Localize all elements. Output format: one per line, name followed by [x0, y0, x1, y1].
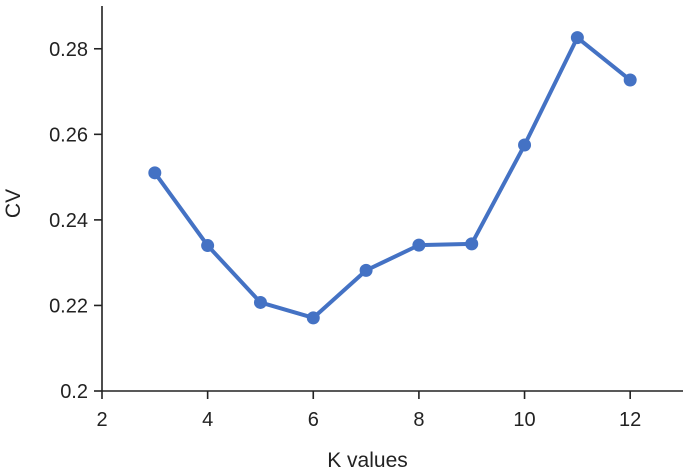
- y-ticks: 0.2 0.22 0.24 0.26 0.28: [49, 39, 102, 403]
- x-tick-label: 2: [96, 409, 107, 431]
- y-axis-label: CV: [2, 189, 25, 218]
- data-point: [518, 138, 532, 152]
- data-point: [201, 239, 215, 253]
- y-tick-label: 0.22: [49, 295, 88, 317]
- data-point: [253, 295, 267, 309]
- series-line: [152, 35, 633, 320]
- data-point: [359, 263, 373, 277]
- data-point: [465, 237, 479, 251]
- x-ticks: 2 4 6 8 10 12: [96, 391, 641, 431]
- y-tick-label: 0.26: [49, 124, 88, 146]
- x-tick-label: 8: [413, 409, 424, 431]
- series-layer: [148, 31, 637, 325]
- x-axis-label: K values: [327, 449, 408, 471]
- data-point: [570, 31, 584, 45]
- y-tick-label: 0.24: [49, 210, 88, 232]
- y-tick-label: 0.28: [49, 39, 88, 61]
- data-point: [306, 311, 320, 325]
- data-point: [623, 73, 637, 87]
- data-point: [148, 166, 162, 180]
- data-point: [412, 238, 426, 252]
- x-tick-label: 10: [513, 409, 535, 431]
- x-tick-label: 12: [619, 409, 641, 431]
- x-tick-label: 6: [308, 409, 319, 431]
- y-tick-label: 0.2: [60, 381, 88, 403]
- x-tick-label: 4: [202, 409, 213, 431]
- axes: [101, 6, 683, 392]
